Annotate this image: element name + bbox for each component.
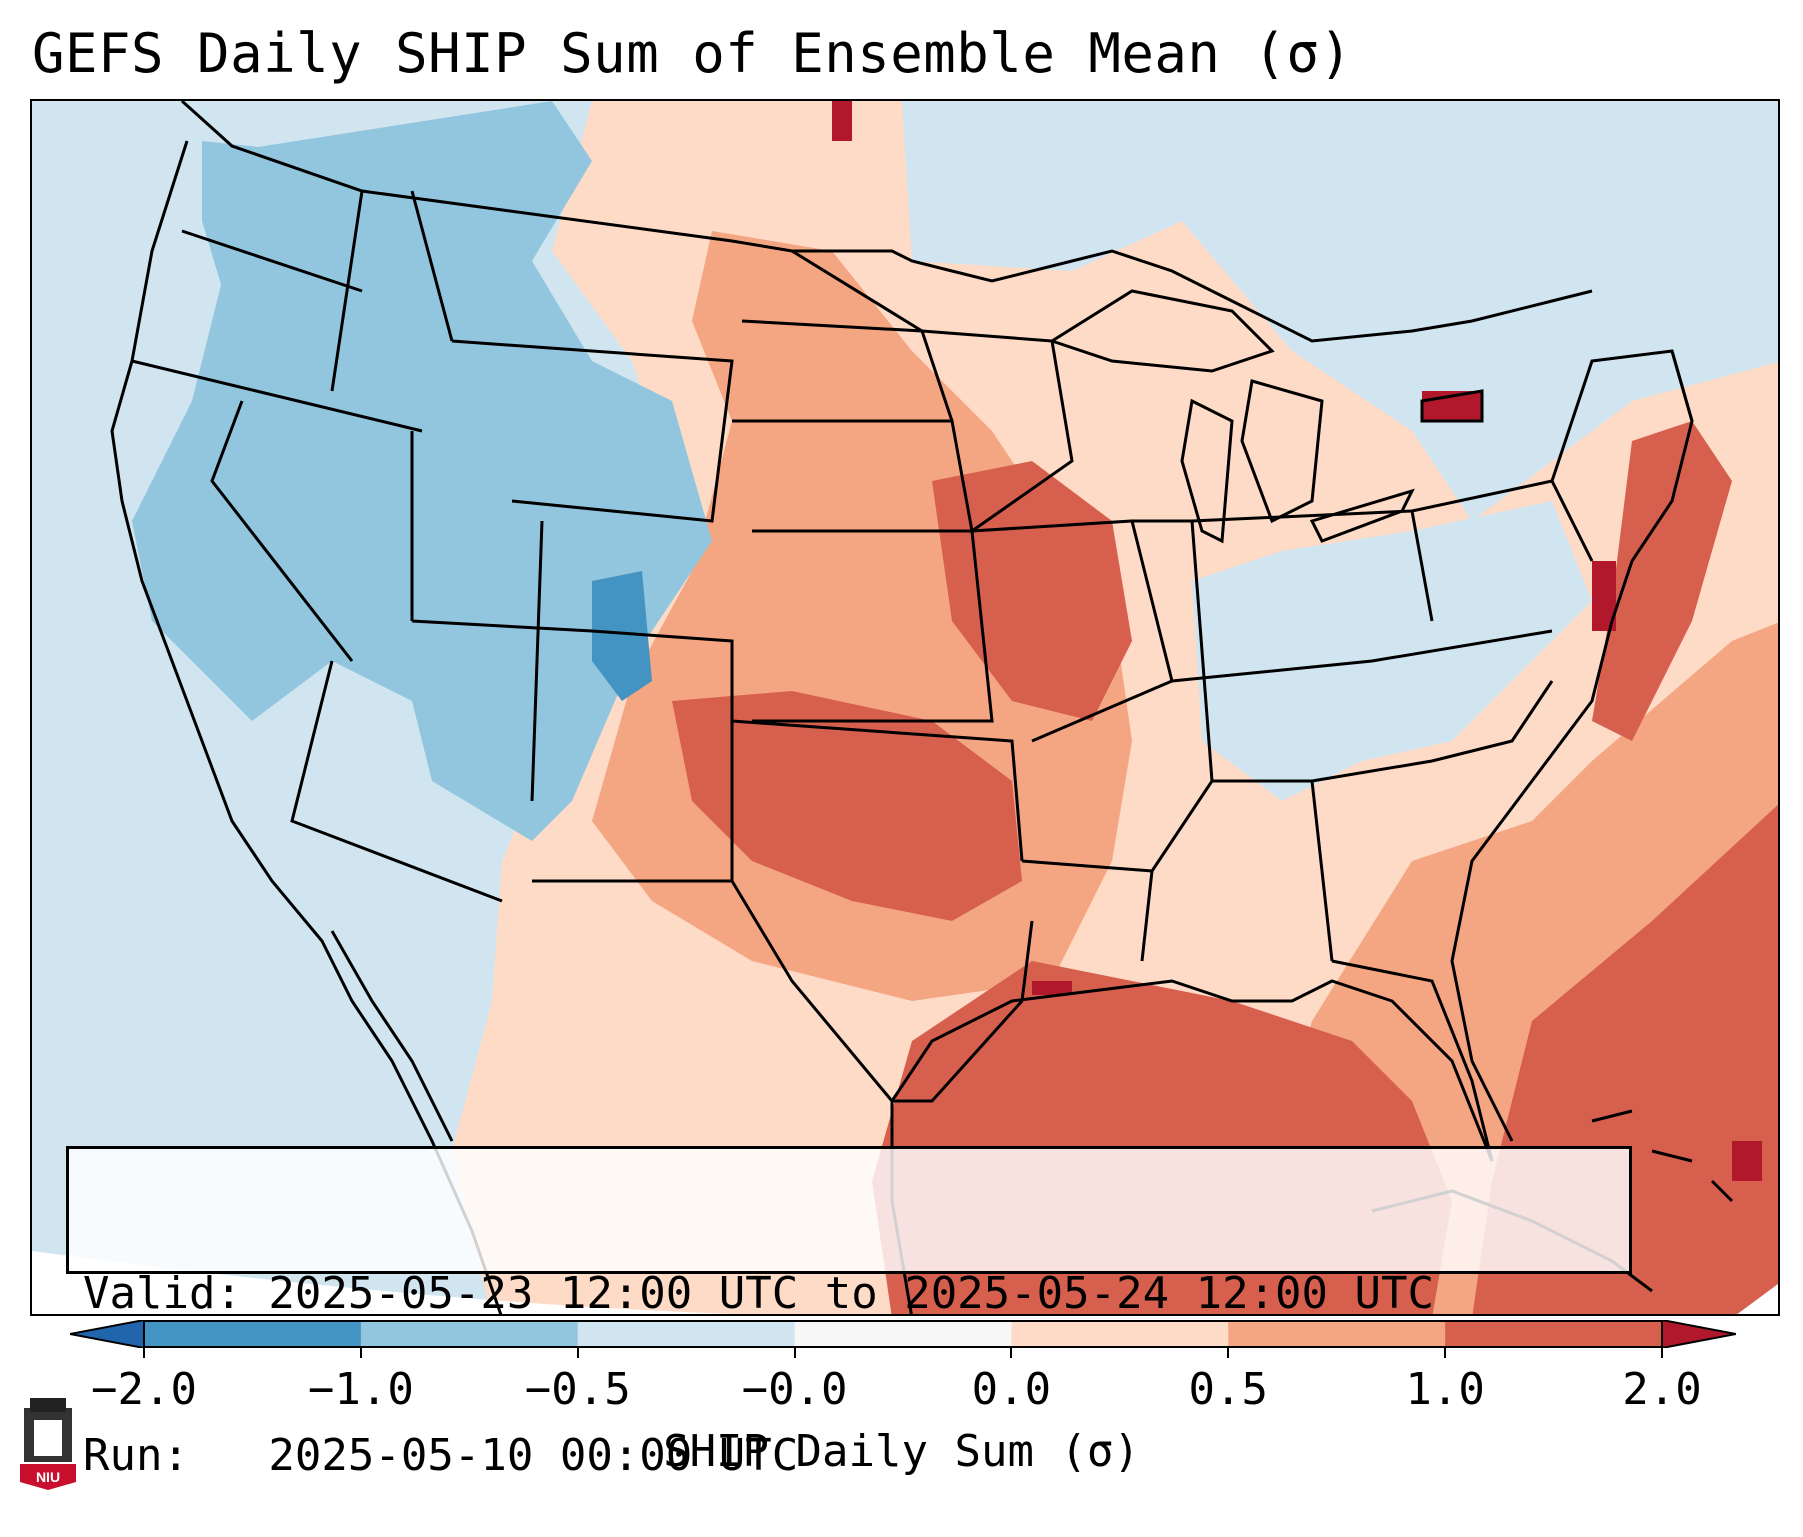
- field-light-blue-east: [1192, 501, 1592, 801]
- mn-line: [921, 329, 1074, 533]
- canada-border: [180, 101, 1593, 343]
- valid-time-text: Valid: 2025-05-23 12:00 UTC to 2025-05-2…: [83, 1268, 1435, 1319]
- lake-ontario: [1420, 389, 1484, 423]
- wy-line: [451, 339, 734, 523]
- field-darkred-louisiana: [1032, 981, 1072, 995]
- colorbar-under-arrow: [70, 1320, 145, 1348]
- field-red-midwest: [932, 461, 1132, 721]
- colorbar-segment: [794, 1320, 1012, 1348]
- niu-logo: NIU: [20, 1398, 76, 1490]
- field-darkred-north-dakota: [832, 101, 852, 141]
- colorbar-tick: [1010, 1346, 1013, 1358]
- colorbar-segment: [1228, 1320, 1446, 1348]
- field-red-midatlantic: [1592, 421, 1732, 741]
- bahamas: [1591, 1109, 1734, 1203]
- logo-window: [34, 1420, 62, 1456]
- colorbar-tick: [143, 1346, 145, 1358]
- az-line: [290, 660, 503, 903]
- ia-mo-line: [971, 519, 1174, 743]
- west-coast: [110, 140, 503, 1314]
- field-white-corner: [32, 1251, 731, 1314]
- field-white-corner-right: [1737, 1283, 1778, 1314]
- map-panel: [30, 99, 1780, 1316]
- logo-text: NIU: [36, 1469, 60, 1485]
- colorbar-tick: [1227, 1346, 1230, 1358]
- colorbar-segment: [1445, 1320, 1663, 1348]
- field-red-southern-plains: [672, 691, 1022, 921]
- tx-line: [730, 880, 1034, 1103]
- colorbar-tick: [1444, 1346, 1447, 1358]
- lake-superior: [1048, 289, 1275, 373]
- colorbar-tick: [576, 1346, 579, 1358]
- ga-fl-line: [1331, 959, 1494, 1162]
- east-coast: [1450, 350, 1694, 1142]
- nd-line: [791, 249, 923, 333]
- field-darkred-atlantic: [1732, 1141, 1762, 1181]
- lake-michigan: [1180, 398, 1234, 544]
- wa-or-line: [181, 229, 363, 293]
- tn-ky-line: [1171, 629, 1553, 683]
- lake-erie: [1309, 488, 1415, 543]
- colorbar-tick: [793, 1346, 796, 1358]
- colorbar-tick-label: −0.0: [741, 1364, 848, 1415]
- field-dark-blue-colorado: [592, 571, 652, 701]
- state-borders: [110, 101, 1734, 1314]
- ut-az-line: [411, 619, 593, 633]
- mt-line: [410, 190, 454, 342]
- map-title: GEFS Daily SHIP Sum of Ensemble Mean (σ): [32, 22, 1353, 85]
- colorbar-segment: [144, 1320, 362, 1348]
- colorbar-tick-label: −2.0: [91, 1364, 197, 1415]
- colorbar-segment: [360, 1320, 579, 1348]
- colorbar: [70, 1320, 1736, 1348]
- logo-top: [30, 1398, 66, 1412]
- colorbar-outline: [143, 1320, 1663, 1348]
- colorbar-tick: [359, 1346, 362, 1358]
- or-ca-line: [131, 359, 423, 433]
- colorbar-label: SHIP Daily Sum (σ): [663, 1426, 1140, 1477]
- ks-line: [752, 529, 994, 723]
- colorbar-segment: [577, 1320, 796, 1348]
- sc-nc-line: [1311, 680, 1554, 783]
- colorbar-tick: [1661, 1346, 1663, 1358]
- gulf-coast: [890, 979, 1494, 1162]
- colorbar-tick-label: 0.0: [971, 1364, 1052, 1415]
- colorbar-tick-label: −0.5: [524, 1364, 631, 1415]
- lake-huron: [1240, 379, 1324, 524]
- field-light-blue-pacific: [32, 101, 490, 1314]
- in-il-line: [1132, 519, 1214, 782]
- run-time-text: Run: 2025-05-10 00:00 UTC: [83, 1430, 799, 1481]
- ship-map: [32, 101, 1778, 1314]
- co-nm-line: [530, 520, 544, 802]
- nm-tx-line: [532, 629, 734, 883]
- colorbar-segment: [1011, 1320, 1229, 1348]
- colorbar-tick-label: −1.0: [307, 1364, 414, 1415]
- valid-run-box: Valid: 2025-05-23 12:00 UTC to 2025-05-2…: [66, 1146, 1632, 1481]
- colorbar-tick-label: 1.0: [1405, 1364, 1485, 1415]
- colorbar-tick-label: 2.0: [1622, 1364, 1702, 1415]
- baja: [330, 930, 454, 1142]
- colorbar-over-arrow: [1661, 1320, 1736, 1348]
- ms-al-line: [1150, 779, 1334, 962]
- logo-shield: [20, 1464, 76, 1490]
- colorbar-tick-label: 0.5: [1188, 1364, 1269, 1415]
- nv-ca-line: [210, 400, 354, 662]
- anomaly-field: [32, 101, 1778, 1314]
- id-line: [330, 190, 364, 392]
- ok-line: [731, 719, 1024, 862]
